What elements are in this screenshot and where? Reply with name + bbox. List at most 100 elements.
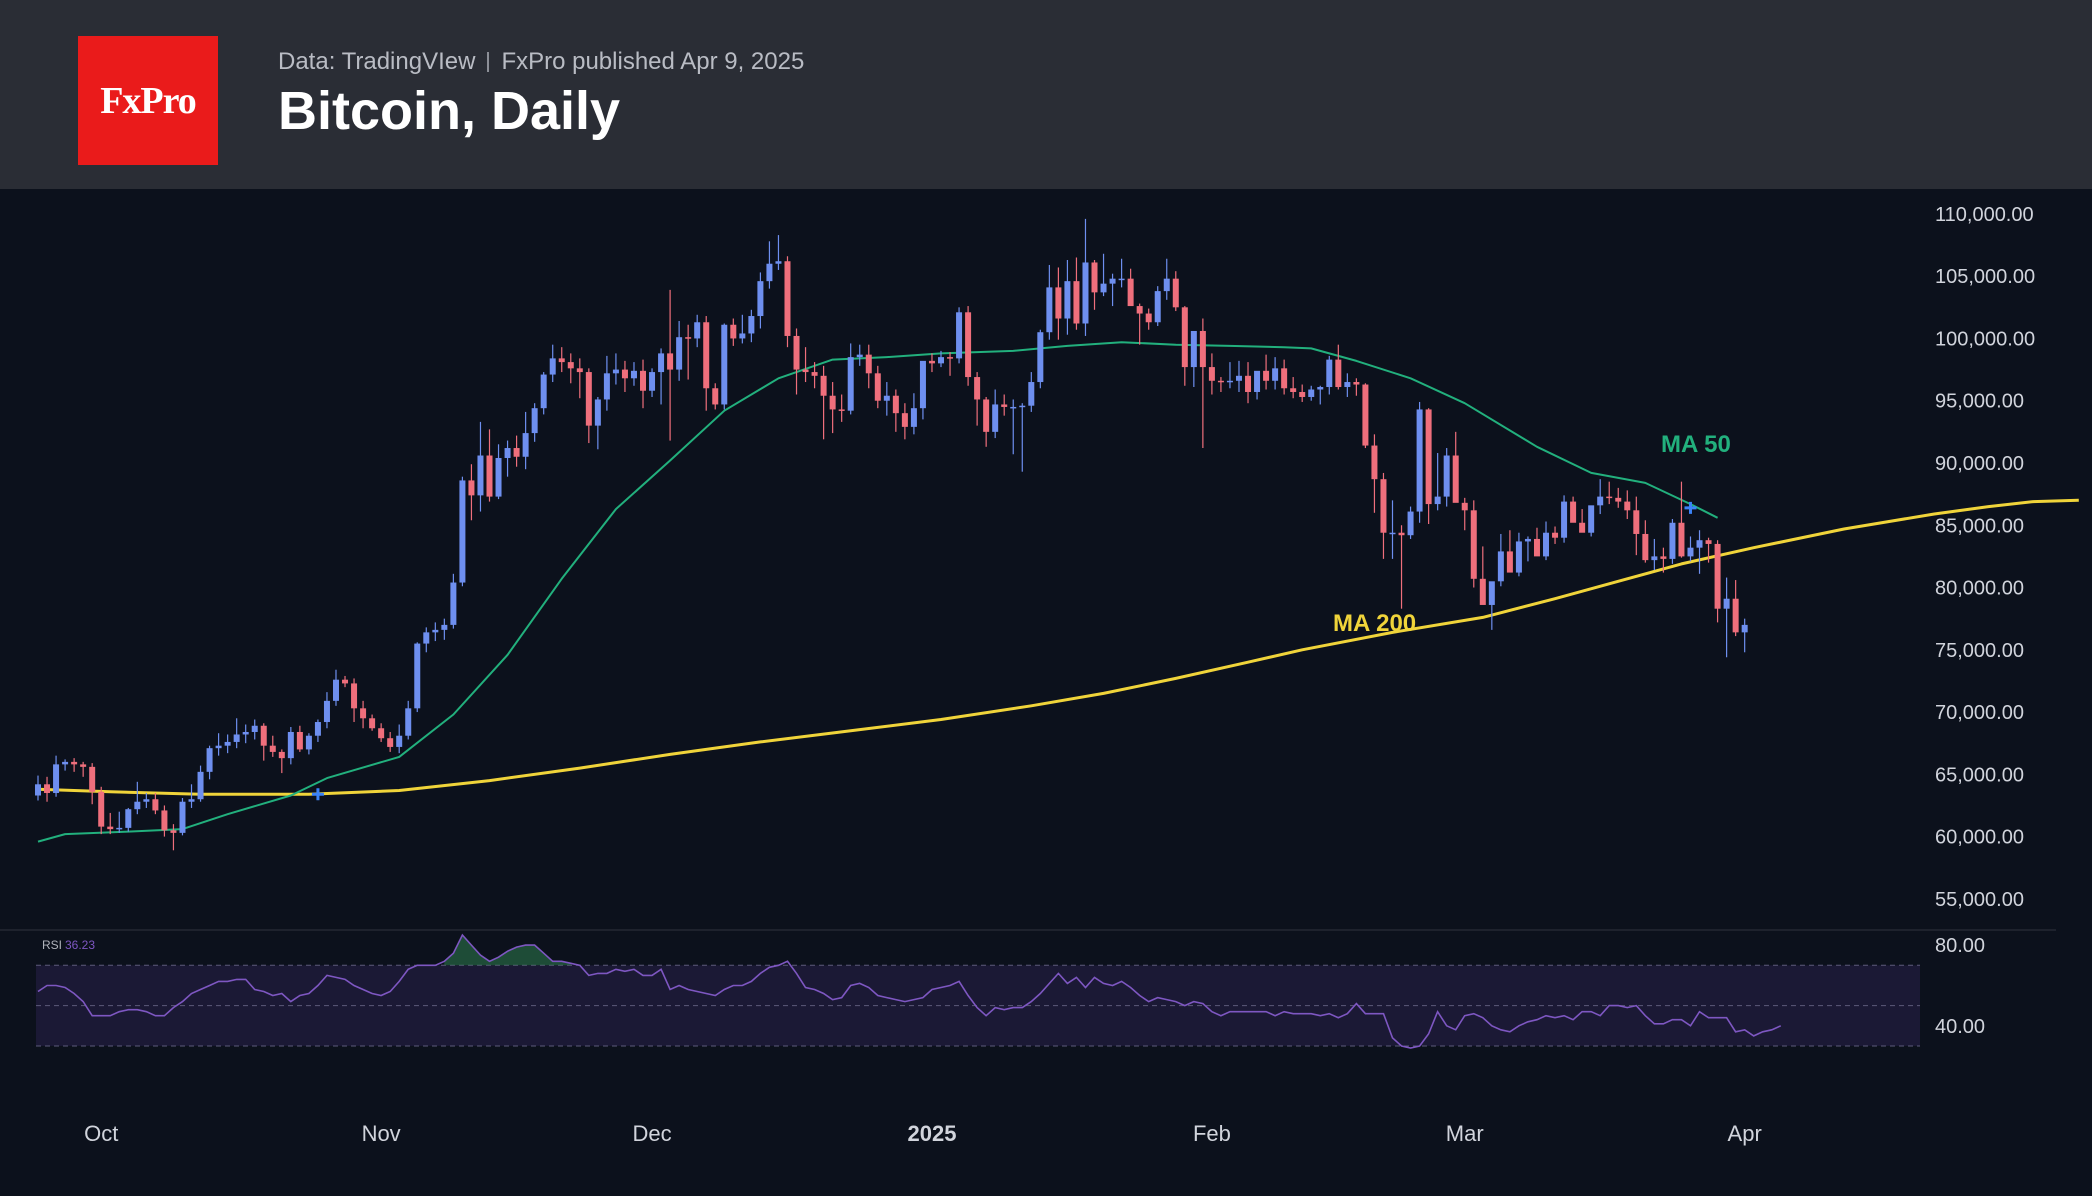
candle[interactable] <box>1615 487 1622 508</box>
candle[interactable] <box>739 314 746 344</box>
candle[interactable] <box>1335 344 1342 390</box>
candle[interactable] <box>1723 577 1730 658</box>
candle[interactable] <box>1479 546 1486 605</box>
candle[interactable] <box>1362 383 1369 449</box>
candle[interactable] <box>179 797 186 836</box>
candle[interactable] <box>1416 401 1423 523</box>
candle[interactable] <box>134 781 141 815</box>
candle[interactable] <box>1488 581 1495 630</box>
candle[interactable] <box>1181 306 1188 386</box>
candle[interactable] <box>721 323 728 410</box>
candle[interactable] <box>1380 472 1387 559</box>
candle[interactable] <box>712 383 719 410</box>
candle[interactable] <box>477 421 484 512</box>
candle[interactable] <box>703 316 710 411</box>
candle[interactable] <box>62 759 69 771</box>
candle[interactable] <box>1154 286 1161 326</box>
candle[interactable] <box>495 444 502 500</box>
candle[interactable] <box>1082 218 1089 336</box>
candle[interactable] <box>98 786 105 835</box>
candle[interactable] <box>1317 385 1324 405</box>
candle[interactable] <box>883 382 890 416</box>
candle[interactable] <box>513 435 520 467</box>
candle[interactable] <box>441 618 448 640</box>
candle[interactable] <box>748 309 755 343</box>
candle[interactable] <box>757 272 764 329</box>
candle[interactable] <box>1046 264 1053 340</box>
candle[interactable] <box>1263 354 1270 390</box>
candle[interactable] <box>387 731 394 752</box>
candle[interactable] <box>1543 521 1550 561</box>
candle[interactable] <box>1606 481 1613 505</box>
candle[interactable] <box>188 784 195 808</box>
candle[interactable] <box>974 372 981 426</box>
candle[interactable] <box>1425 408 1432 525</box>
candle[interactable] <box>305 733 312 755</box>
candle[interactable] <box>278 749 285 774</box>
candle[interactable] <box>1506 530 1513 573</box>
candle[interactable] <box>1326 355 1333 395</box>
candle[interactable] <box>928 353 935 373</box>
candle[interactable] <box>1109 273 1116 307</box>
candle[interactable] <box>450 573 457 629</box>
candle[interactable] <box>901 403 908 440</box>
candle[interactable] <box>1461 497 1468 531</box>
candle[interactable] <box>1597 479 1604 515</box>
candle[interactable] <box>269 735 276 757</box>
candle[interactable] <box>80 761 87 777</box>
candle[interactable] <box>44 776 51 802</box>
candle[interactable] <box>1633 496 1640 556</box>
candle[interactable] <box>53 755 60 797</box>
candle[interactable] <box>612 353 619 385</box>
candle[interactable] <box>983 396 990 447</box>
candle[interactable] <box>1651 538 1658 571</box>
candle[interactable] <box>116 811 123 833</box>
candle[interactable] <box>1741 618 1748 653</box>
candle[interactable] <box>1642 520 1649 563</box>
candle[interactable] <box>1660 547 1667 573</box>
candle[interactable] <box>1208 353 1215 395</box>
candle[interactable] <box>1624 490 1631 520</box>
candle[interactable] <box>730 318 737 346</box>
candle[interactable] <box>360 700 367 729</box>
candle[interactable] <box>1524 536 1531 562</box>
candle[interactable] <box>1163 258 1170 300</box>
candle[interactable] <box>206 745 213 780</box>
price-panel[interactable]: 110,000.00 105,000.00 100,000.00 95,000.00 9… <box>35 204 2079 911</box>
candle[interactable] <box>1299 384 1306 402</box>
candle[interactable] <box>1245 362 1252 404</box>
candle[interactable] <box>1019 403 1026 472</box>
candle[interactable] <box>1389 500 1396 559</box>
candle[interactable] <box>1199 318 1206 449</box>
candle[interactable] <box>296 725 303 752</box>
candle[interactable] <box>1037 329 1044 389</box>
candle[interactable] <box>1172 271 1179 312</box>
candle[interactable] <box>1714 540 1721 623</box>
candle[interactable] <box>1579 509 1586 533</box>
candle[interactable] <box>1371 434 1378 513</box>
candle[interactable] <box>1434 453 1441 511</box>
candle[interactable] <box>865 344 872 389</box>
candle[interactable] <box>89 763 96 805</box>
candle[interactable] <box>576 358 583 399</box>
candle[interactable] <box>486 429 493 502</box>
candle[interactable] <box>685 324 692 380</box>
candle[interactable] <box>1353 378 1360 396</box>
candle[interactable] <box>35 775 41 801</box>
candle[interactable] <box>1272 357 1279 390</box>
candle[interactable] <box>1696 530 1703 574</box>
candle[interactable] <box>1190 330 1197 388</box>
candle[interactable] <box>829 382 836 434</box>
candle[interactable] <box>1732 580 1739 637</box>
candle[interactable] <box>522 411 529 470</box>
candle[interactable] <box>992 389 999 439</box>
candle[interactable] <box>1127 268 1134 307</box>
candle[interactable] <box>1145 308 1152 330</box>
candle[interactable] <box>332 669 339 706</box>
candle[interactable] <box>405 700 412 740</box>
candle[interactable] <box>378 723 385 742</box>
candle[interactable] <box>1588 505 1595 537</box>
candle[interactable] <box>892 389 899 432</box>
candle[interactable] <box>558 347 565 373</box>
candle[interactable] <box>1533 527 1540 557</box>
